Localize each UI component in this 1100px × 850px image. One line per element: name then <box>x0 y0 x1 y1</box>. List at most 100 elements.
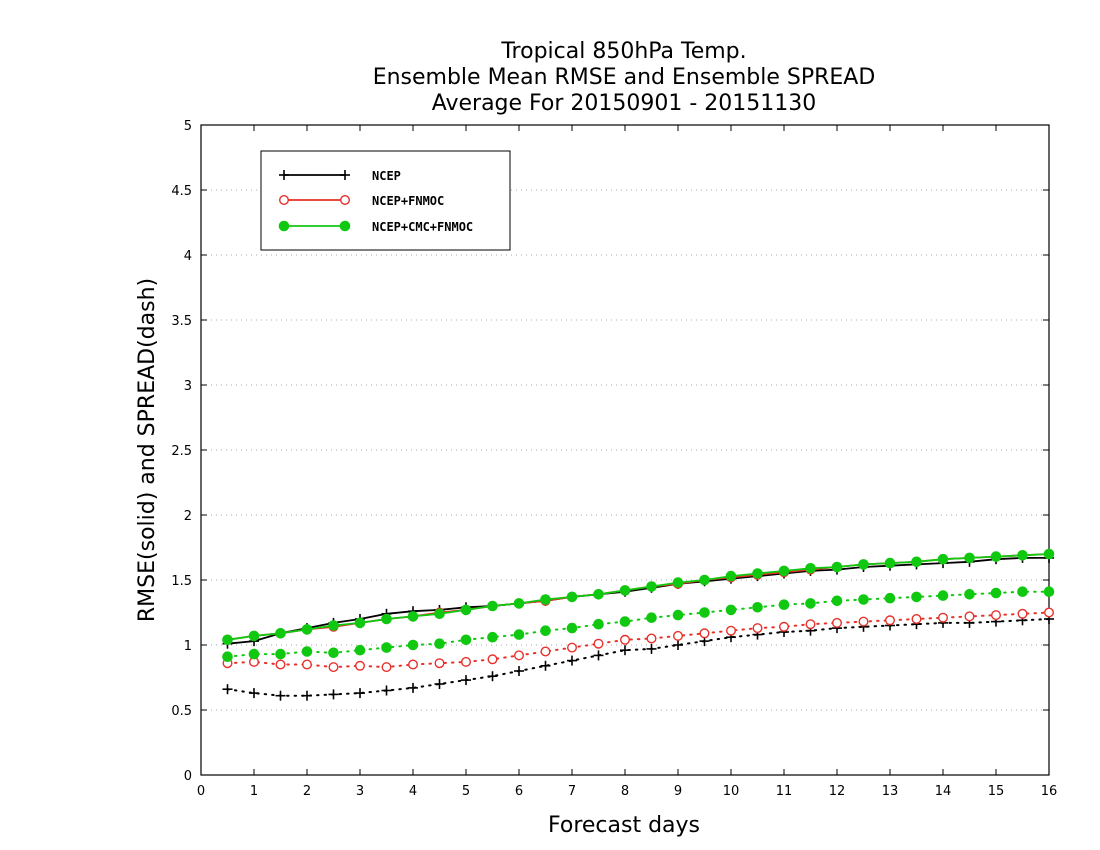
y-tick-label: 1 <box>184 639 192 654</box>
spread-point <box>328 647 339 659</box>
rmse-point <box>990 551 1002 562</box>
spread-point <box>884 592 896 604</box>
gridlines <box>201 189 1049 711</box>
x-tick-label: 6 <box>515 784 523 799</box>
title-line-3: Average For 20150901 - 20151130 <box>432 91 817 116</box>
series-group <box>222 548 1055 701</box>
spread-point <box>646 612 657 624</box>
legend-marker <box>340 194 351 205</box>
y-tick-label: 1.5 <box>171 574 192 589</box>
rmse-point <box>911 556 922 568</box>
rmse-point <box>858 559 869 570</box>
rmse-point <box>407 611 419 622</box>
rmse-point <box>248 630 260 642</box>
spread-point <box>779 621 790 632</box>
spread-point <box>567 655 577 666</box>
spread-point <box>726 625 737 636</box>
rmse-point <box>328 620 339 631</box>
legend-marker <box>339 220 351 232</box>
spread-point <box>461 675 471 686</box>
y-tick-label: 0 <box>184 769 192 784</box>
spread-point <box>699 607 710 618</box>
spread-point <box>540 646 551 657</box>
y-tick-label: 5 <box>184 119 192 134</box>
x-tick-label: 10 <box>723 784 740 799</box>
spread-point <box>566 622 578 634</box>
spread-point <box>328 689 339 700</box>
rmse-point <box>646 581 657 592</box>
x-tick-label: 12 <box>829 784 846 799</box>
x-tick-label: 3 <box>356 784 364 799</box>
spread-point <box>381 685 392 696</box>
spread-point <box>1043 607 1054 618</box>
title-line-1: Tropical 850hPa Temp. <box>500 39 746 64</box>
series-rmse-line <box>227 557 1049 645</box>
y-tick-label: 0.5 <box>171 704 192 719</box>
x-tick-label: 2 <box>303 784 311 799</box>
spread-point <box>805 619 816 630</box>
legend: NCEP NCEP+FNMOC NCEP+CMC+FNMOC <box>260 150 511 251</box>
spread-point <box>301 646 313 657</box>
y-tick-label: 3 <box>184 379 192 394</box>
spread-point <box>1017 586 1028 598</box>
x-tick-label: 11 <box>776 784 793 799</box>
spread-point <box>407 639 419 651</box>
spread-point <box>434 658 445 669</box>
x-axis-label: Forecast days <box>548 813 700 838</box>
spread-point <box>434 638 445 650</box>
y-tick-label: 4 <box>184 249 192 264</box>
spread-point <box>487 654 498 665</box>
spread-point <box>1043 586 1055 598</box>
y-tick-label: 2 <box>184 509 192 524</box>
spread-point <box>778 599 790 611</box>
legend-marker <box>278 220 290 232</box>
spread-point <box>355 660 366 671</box>
x-tick-label: 14 <box>935 784 952 799</box>
rmse-point <box>831 561 843 573</box>
rmse-point <box>752 568 763 579</box>
spread-point <box>911 614 922 625</box>
x-tick-label: 15 <box>988 784 1005 799</box>
spread-point <box>514 666 524 676</box>
spread-point <box>460 634 472 646</box>
series-spread-line <box>226 618 1050 697</box>
spread-point <box>752 602 763 613</box>
spread-point <box>964 589 975 600</box>
spread-point <box>328 662 339 673</box>
spread-point <box>699 628 710 639</box>
series-rmse-line <box>227 553 1050 641</box>
spread-point <box>620 645 630 656</box>
spread-point <box>673 640 683 650</box>
title-line-2: Ensemble Mean RMSE and Ensemble SPREAD <box>373 65 876 90</box>
legend-marker <box>279 170 289 180</box>
spread-point <box>354 644 366 656</box>
rmse-point <box>884 557 896 569</box>
spread-point <box>991 610 1002 621</box>
x-tick-label: 13 <box>882 784 899 799</box>
spread-point <box>990 587 1002 599</box>
rmse-point <box>460 604 472 616</box>
x-tick-label: 16 <box>1041 784 1058 799</box>
spread-point <box>540 625 551 637</box>
spread-point <box>885 615 896 626</box>
spread-point <box>1017 608 1028 619</box>
rmse-point <box>1043 548 1055 560</box>
spread-point <box>831 595 843 607</box>
rmse-point <box>275 628 286 639</box>
spread-point <box>858 594 869 605</box>
rmse-point <box>381 613 392 625</box>
legend-label-ncep: NCEP <box>372 169 401 183</box>
rmse-point <box>434 608 445 620</box>
spread-point <box>593 638 604 649</box>
spread-point <box>302 659 313 670</box>
spread-point <box>620 634 631 645</box>
legend-label-ncep-cmc-fnmoc: NCEP+CMC+FNMOC <box>372 220 473 234</box>
spread-point <box>911 591 922 603</box>
y-axis-ticks: 0 0.5 1 1.5 2 2.5 3 3.5 4 4.5 5 <box>171 119 1049 784</box>
spread-point <box>673 630 684 641</box>
legend-marker <box>340 170 350 180</box>
spread-point <box>513 629 525 640</box>
x-tick-label: 0 <box>197 784 205 799</box>
series-rmse-line <box>227 553 1050 641</box>
